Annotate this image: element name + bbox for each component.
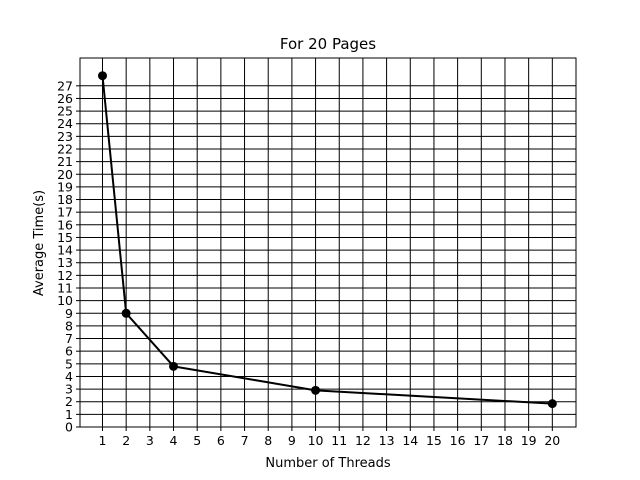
y-tick-label: 18 <box>57 192 73 207</box>
x-tick-label: 20 <box>544 433 560 448</box>
data-point <box>97 71 107 81</box>
y-tick-label: 5 <box>65 356 73 371</box>
x-tick-label: 11 <box>331 433 347 448</box>
y-tick-label: 1 <box>65 407 73 422</box>
y-tick-label: 20 <box>57 167 73 182</box>
data-point <box>547 399 557 409</box>
y-tick-label: 8 <box>65 318 73 333</box>
y-tick-label: 2 <box>65 394 73 409</box>
x-tick-label: 13 <box>379 433 395 448</box>
chart-title: For 20 Pages <box>280 35 376 53</box>
x-tick-label: 7 <box>241 433 249 448</box>
data-point <box>121 308 131 318</box>
plot-area-frame <box>79 57 577 428</box>
x-axis-title: Number of Threads <box>265 456 390 471</box>
x-tick-label: 10 <box>308 433 324 448</box>
y-tick-label: 7 <box>65 331 73 346</box>
y-tick-label: 10 <box>57 293 73 308</box>
x-tick-label: 18 <box>497 433 513 448</box>
x-tick-label: 4 <box>170 433 178 448</box>
x-tick-label: 2 <box>122 433 130 448</box>
x-tick-label: 17 <box>473 433 489 448</box>
y-tick-label: 4 <box>65 369 73 384</box>
y-tick-label: 26 <box>57 91 73 106</box>
series-layer <box>97 71 557 409</box>
y-tick-label: 11 <box>57 280 73 295</box>
x-tick-label: 14 <box>402 433 418 448</box>
grid <box>80 58 576 428</box>
y-tick-label: 23 <box>57 129 73 144</box>
y-tick-label: 12 <box>57 268 73 283</box>
y-tick-label: 13 <box>57 255 73 270</box>
y-tick-label: 22 <box>57 141 73 156</box>
y-tick-label: 14 <box>57 243 73 258</box>
x-tick-label: 3 <box>146 433 154 448</box>
y-tick-label: 3 <box>65 382 73 397</box>
x-tick-label: 9 <box>288 433 296 448</box>
y-tick-label: 24 <box>57 116 73 131</box>
data-point <box>311 385 321 395</box>
x-tick-label: 16 <box>450 433 466 448</box>
x-tick-label: 19 <box>521 433 537 448</box>
y-tick-label: 6 <box>65 344 73 359</box>
y-tick-label: 15 <box>57 230 73 245</box>
x-tick-label: 8 <box>264 433 272 448</box>
y-axis-ticks: 0123456789101112131415161718192021222324… <box>57 78 80 435</box>
y-axis-title: Average Time(s) <box>32 190 47 296</box>
x-tick-label: 12 <box>355 433 371 448</box>
series-line <box>101 75 553 405</box>
x-tick-label: 15 <box>426 433 442 448</box>
y-tick-label: 19 <box>57 179 73 194</box>
y-tick-label: 21 <box>57 154 73 169</box>
x-tick-label: 1 <box>99 433 107 448</box>
data-point <box>169 361 179 371</box>
y-tick-label: 9 <box>65 306 73 321</box>
x-axis-ticks: 1 2 3 4 5 6 7 8 9 10 11 12 13 14 15 16 17 18 19 20 <box>99 427 560 448</box>
y-tick-label: 17 <box>57 205 73 220</box>
x-tick-label: 6 <box>217 433 225 448</box>
y-tick-label: 27 <box>57 78 73 93</box>
y-tick-label: 16 <box>57 217 73 232</box>
y-tick-label: 25 <box>57 104 73 119</box>
x-tick-label: 5 <box>193 433 201 448</box>
y-tick-label: 0 <box>65 420 73 435</box>
